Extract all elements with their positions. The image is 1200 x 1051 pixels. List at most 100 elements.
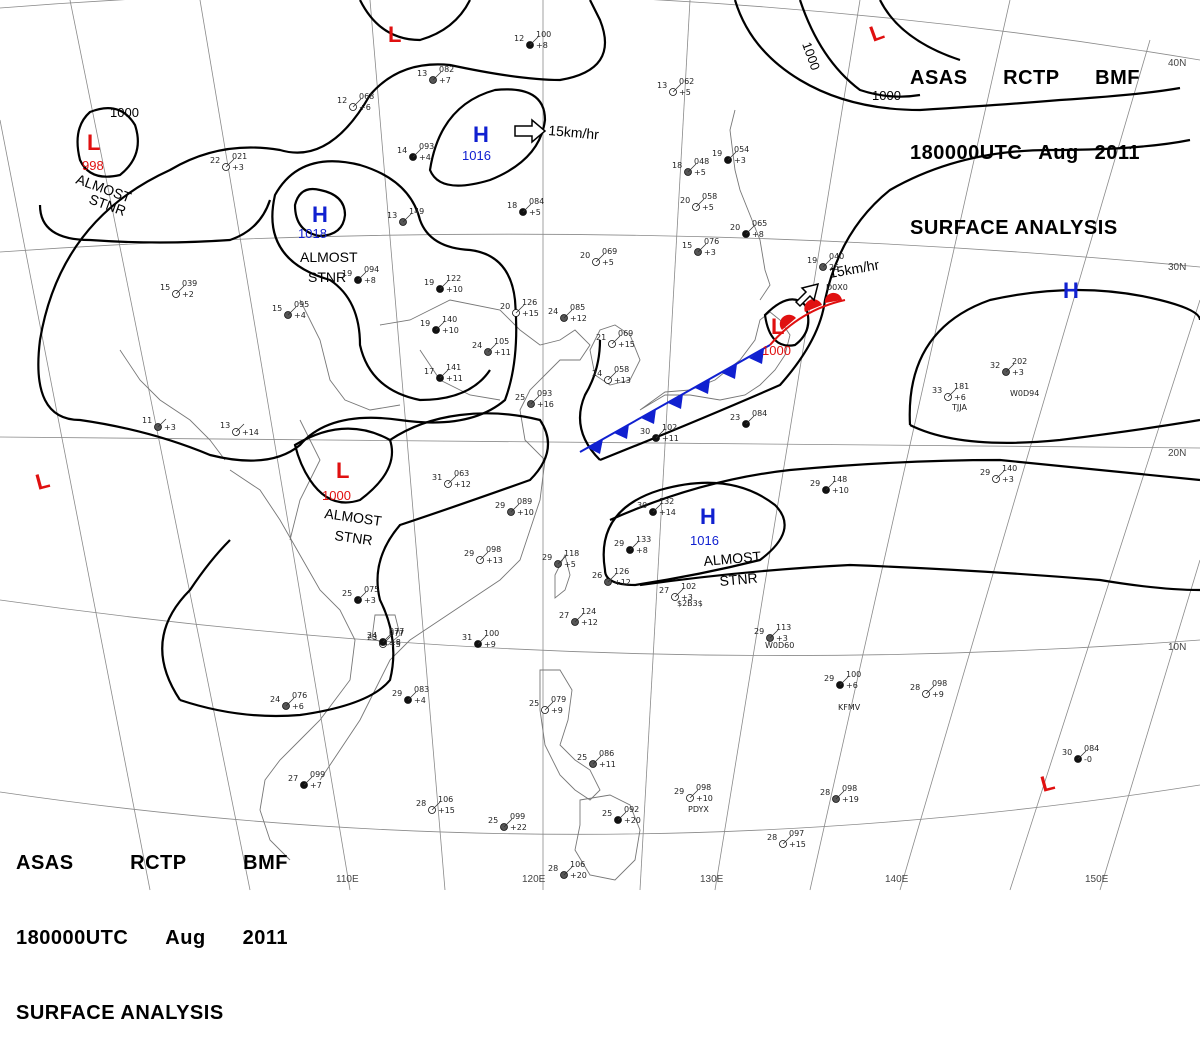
station-temperature: 20 (580, 251, 590, 260)
station-temperature: 28 (548, 864, 558, 873)
station-tendency: +15 (618, 340, 635, 349)
high-center: H 1016 (462, 122, 491, 163)
central-pressure: 1018 (298, 226, 327, 241)
wind-barb (157, 418, 167, 428)
meridian-145e (1009, 299, 1200, 891)
station-plot: 24 085 +12 (548, 303, 587, 323)
station-plot: 24 077 +8 (367, 627, 404, 647)
station-plot: 28 106 +20 (548, 860, 587, 880)
wind-barb (529, 36, 539, 46)
station-plot: 13 082 +7 (417, 65, 454, 85)
station-tendency: +11 (599, 760, 616, 769)
pressure-centers: L 998 H 1018 H 1016 L 1000 L 1000 H 1016… (33, 19, 1079, 797)
isobar-998-low-nw (76, 107, 139, 178)
wind-barb (697, 243, 707, 253)
wind-barb (925, 685, 935, 695)
cold-front-line (579, 344, 771, 453)
station-plot: 28 106 +15 (416, 795, 455, 815)
station-pressure: 083 (414, 685, 429, 694)
wind-barb (995, 470, 1005, 480)
station-pressure: 095 (294, 300, 309, 309)
header-time: 180000UTC (910, 142, 1023, 164)
station-plot: 29 098 +10 (674, 783, 713, 803)
station-temperature: 29 (810, 479, 820, 488)
high-center: H 1018 (298, 202, 328, 241)
station-pressure: 140 (442, 315, 457, 324)
station-temperature: 27 (659, 586, 669, 595)
station-id: W0D94 (1010, 389, 1039, 398)
meridian-150e (1099, 559, 1200, 891)
station-plot: 19 054 +3 (712, 145, 749, 165)
station-tendency: +10 (696, 794, 713, 803)
station-plot: 33 181 +6 (932, 382, 969, 402)
high-marker: H (312, 202, 328, 227)
station-temperature: 25 (488, 816, 498, 825)
station-tendency: +13 (614, 376, 631, 385)
station-temperature: 27 (559, 611, 569, 620)
annotation-stnr: STNR (308, 269, 346, 285)
lon-label: 140E (885, 874, 909, 885)
station-plot: 27 102 +3 (659, 582, 696, 602)
isobar-south-west-trough (179, 412, 550, 718)
isobar-outer-west (38, 0, 607, 341)
warm-front-bump (824, 292, 842, 303)
station-plot: 30 102 +11 (640, 423, 679, 443)
station-temperature: 11 (142, 416, 152, 425)
lon-label: 120E (522, 874, 546, 885)
wind-barb (515, 304, 525, 314)
coastline-luzon (539, 669, 601, 801)
latitude-line-40n (0, 0, 1200, 61)
station-temperature: 14 (397, 146, 407, 155)
station-temperature: 13 (387, 211, 397, 220)
annotation-almost: ALMOST (300, 249, 358, 265)
station-tendency: +20 (624, 816, 641, 825)
station-plot: 28 098 +19 (820, 784, 859, 804)
station-plot: 19 040 25 (807, 252, 844, 272)
station-temperature: 33 (932, 386, 942, 395)
wind-barb (574, 613, 584, 623)
coastline-china-east (319, 299, 591, 781)
isobar-label: 1000 (110, 105, 139, 120)
wind-barb (439, 280, 449, 290)
station-tendency: +9 (551, 706, 563, 715)
station-plot: 13 062 +5 (657, 77, 694, 97)
station-temperature: 26 (592, 571, 602, 580)
station-temperature: 28 (767, 833, 777, 842)
wind-barb (822, 258, 832, 268)
stationary-annotations: ALMOST STNR ALMOST STNR ALMOST STNR ALMO… (74, 122, 881, 589)
station-tendency: +5 (694, 168, 706, 177)
station-tendency: +10 (446, 285, 463, 294)
coastline-indochina (229, 469, 356, 861)
station-pressure: 106 (438, 795, 453, 804)
station-plot: 20 065 +8 (730, 219, 767, 239)
station-id: D0X0 (826, 283, 848, 292)
warm-front (769, 292, 846, 346)
station-plot: 32 202 +3 (990, 357, 1027, 377)
isobar-northwest-arc (38, 199, 272, 244)
station-temperature: 24 (548, 307, 558, 316)
wind-barb (745, 225, 755, 235)
station-plot: 11 +3 (142, 416, 176, 432)
motion-arrow-northeast (794, 282, 820, 308)
station-tendency: +2 (182, 290, 194, 299)
meridian-140e (899, 39, 1151, 891)
station-temperature: 18 (507, 201, 517, 210)
station-temperature: 28 (416, 799, 426, 808)
station-temperature: 31 (462, 633, 472, 642)
station-temperature: 13 (220, 421, 230, 430)
station-plot: 25 093 +16 (515, 389, 554, 409)
station-plot: 22 021 +3 (210, 152, 247, 172)
station-temperature: 25 (529, 699, 539, 708)
station-pressure: 202 (1012, 357, 1027, 366)
station-tendency: +9 (484, 640, 496, 649)
meridian-110e (199, 0, 351, 891)
station-temperature: 29 (495, 501, 505, 510)
station-temperature: 20 (680, 196, 690, 205)
station-pressure: 102 (681, 582, 696, 591)
station-tendency: +12 (581, 618, 598, 627)
high-marker: H (1063, 278, 1079, 303)
station-pressure: 181 (954, 382, 969, 391)
isobar-central-south (293, 427, 394, 504)
low-marker: L (771, 314, 784, 339)
station-pressure: 126 (614, 567, 629, 576)
